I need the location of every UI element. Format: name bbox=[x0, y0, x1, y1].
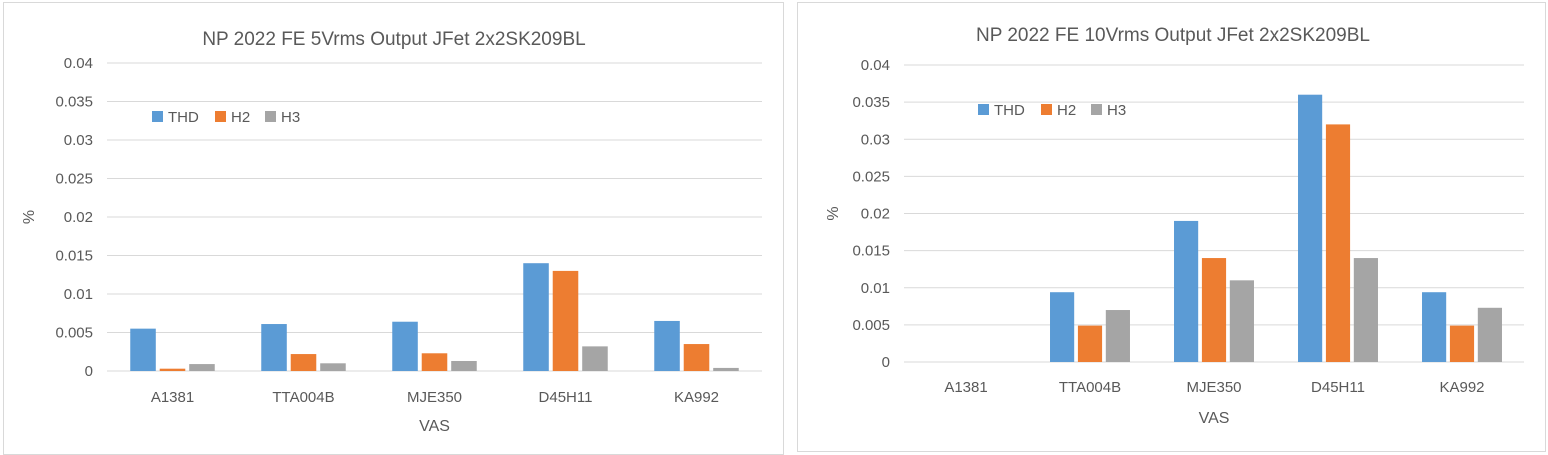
bar-thd-ka992 bbox=[654, 320, 680, 371]
legend-swatch-h2 bbox=[215, 111, 226, 122]
y-tick-label: 0 bbox=[882, 354, 890, 371]
bar-thd-a1381 bbox=[130, 328, 156, 371]
x-tick-label: MJE350 bbox=[1186, 379, 1241, 396]
bar-h3-mje350 bbox=[451, 360, 477, 371]
chart-5vrms: NP 2022 FE 5Vrms Output JFet 2x2SK209BL 0… bbox=[21, 29, 762, 435]
bar-h3-d45h11 bbox=[1353, 258, 1378, 362]
x-tick-label: KA992 bbox=[674, 389, 719, 406]
bar-h2-mje350 bbox=[421, 353, 448, 371]
chart-panel-10vrms: NP 2022 FE 10Vrms Output JFet 2x2SK209BL… bbox=[797, 2, 1546, 452]
y-axis-title: % bbox=[825, 206, 842, 220]
y-tick-label: 0.015 bbox=[55, 248, 93, 265]
y-tick-label: 0.02 bbox=[64, 209, 93, 226]
x-tick-label: D45H11 bbox=[539, 389, 593, 406]
legend-swatch-h2 bbox=[1041, 104, 1052, 115]
x-tick-label: D45H11 bbox=[1311, 379, 1365, 396]
y-tick-label: 0 bbox=[85, 363, 93, 380]
bar-thd-d45h11 bbox=[1298, 94, 1323, 362]
legend-swatch-thd bbox=[152, 111, 163, 122]
y-tick-label: 0.01 bbox=[861, 280, 890, 297]
bar-thd-d45h11 bbox=[523, 263, 549, 371]
legend-label-thd: THD bbox=[994, 102, 1025, 119]
bar-h2-d45h11 bbox=[1325, 124, 1351, 363]
y-tick-label: 0.015 bbox=[852, 243, 890, 260]
bar-thd-tta004b bbox=[1050, 292, 1075, 362]
bar-h2-ka992 bbox=[1449, 325, 1475, 362]
x-tick-label: KA992 bbox=[1439, 379, 1484, 396]
bar-thd-tta004b bbox=[261, 324, 287, 371]
y-tick-label: 0.025 bbox=[852, 168, 890, 185]
legend-label-h2: H2 bbox=[1057, 102, 1076, 119]
bar-h2-ka992 bbox=[683, 344, 710, 371]
y-tick-label: 0.03 bbox=[861, 131, 890, 148]
bar-h2-mje350 bbox=[1201, 258, 1227, 362]
bar-thd-mje350 bbox=[1174, 220, 1199, 362]
chart-10vrms: NP 2022 FE 10Vrms Output JFet 2x2SK209BL… bbox=[825, 25, 1524, 427]
legend-label-h3: H3 bbox=[1107, 102, 1126, 119]
legend-label-thd: THD bbox=[168, 109, 199, 126]
bar-h3-tta004b bbox=[320, 363, 346, 371]
bar-h3-mje350 bbox=[1229, 280, 1254, 362]
chart-title: NP 2022 FE 10Vrms Output JFet 2x2SK209BL bbox=[976, 25, 1370, 46]
bar-h2-tta004b bbox=[1077, 325, 1103, 362]
legend-swatch-thd bbox=[978, 104, 989, 115]
y-tick-label: 0.035 bbox=[852, 94, 890, 111]
legend-label-h2: H2 bbox=[231, 109, 250, 126]
legend-label-h3: H3 bbox=[281, 109, 300, 126]
chart-panel-5vrms: NP 2022 FE 5Vrms Output JFet 2x2SK209BL 0… bbox=[3, 2, 784, 455]
bar-h3-ka992 bbox=[1477, 307, 1502, 362]
y-tick-label: 0.01 bbox=[64, 286, 93, 303]
bar-h2-a1381 bbox=[159, 368, 186, 371]
bar-thd-mje350 bbox=[392, 321, 418, 371]
bar-h2-tta004b bbox=[290, 354, 317, 371]
y-tick-label: 0.005 bbox=[852, 317, 890, 334]
bar-h2-d45h11 bbox=[552, 270, 579, 371]
x-tick-label: TTA004B bbox=[1059, 379, 1121, 396]
bar-h3-d45h11 bbox=[582, 346, 608, 371]
x-axis-title: VAS bbox=[419, 418, 450, 435]
bar-h3-ka992 bbox=[713, 367, 739, 371]
y-axis-title: % bbox=[21, 210, 38, 224]
y-tick-label: 0.035 bbox=[55, 94, 93, 111]
chart-title: NP 2022 FE 5Vrms Output JFet 2x2SK209BL bbox=[202, 29, 585, 50]
y-tick-label: 0.04 bbox=[64, 55, 93, 72]
y-tick-label: 0.02 bbox=[861, 206, 890, 223]
y-tick-label: 0.03 bbox=[64, 132, 93, 149]
x-tick-label: MJE350 bbox=[407, 389, 462, 406]
y-tick-label: 0.005 bbox=[55, 325, 93, 342]
legend-swatch-h3 bbox=[1091, 104, 1102, 115]
x-tick-label: A1381 bbox=[944, 379, 987, 396]
x-axis-title: VAS bbox=[1199, 410, 1230, 427]
y-tick-label: 0.04 bbox=[861, 57, 890, 74]
legend-swatch-h3 bbox=[265, 111, 276, 122]
x-tick-label: TTA004B bbox=[272, 389, 334, 406]
x-tick-label: A1381 bbox=[151, 389, 194, 406]
bar-h3-a1381 bbox=[189, 364, 215, 371]
bar-h3-tta004b bbox=[1105, 310, 1130, 362]
y-tick-label: 0.025 bbox=[55, 171, 93, 188]
bar-thd-ka992 bbox=[1422, 292, 1447, 362]
